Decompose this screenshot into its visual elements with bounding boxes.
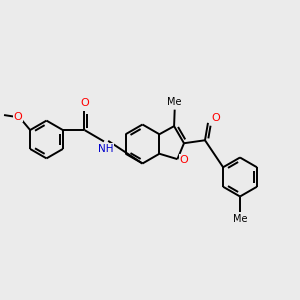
- Text: O: O: [180, 155, 188, 165]
- Text: Me: Me: [167, 97, 182, 107]
- Text: O: O: [211, 113, 220, 123]
- Text: O: O: [14, 112, 22, 122]
- Text: O: O: [81, 98, 89, 108]
- Text: Me: Me: [233, 214, 247, 224]
- Text: NH: NH: [98, 144, 113, 154]
